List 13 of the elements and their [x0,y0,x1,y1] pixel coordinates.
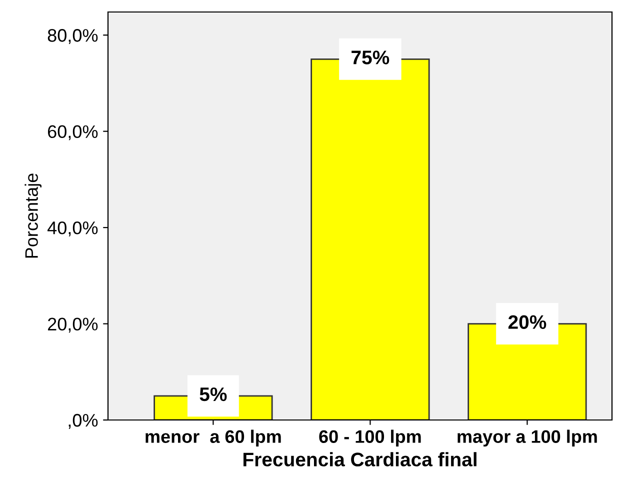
y-tick-label: 60,0% [48,125,98,140]
y-axis-title: Porcentaje [24,174,42,258]
y-tick-label: 20,0% [48,318,98,333]
x-tick-label: mayor a 100 lpm [458,430,597,447]
x-tick-label: 60 - 100 lpm [319,430,421,447]
data-label: 20% [508,315,546,329]
y-tick-label: 80,0% [48,29,98,44]
y-tick-label: ,0% [68,414,98,429]
x-axis-title: Frecuencia Cardiaca final [244,452,476,466]
data-label: 5% [200,387,227,402]
y-tick-label: 40,0% [48,221,98,236]
data-label: 75% [352,50,390,64]
x-tick-label: menor a 60 lpm [146,430,281,447]
